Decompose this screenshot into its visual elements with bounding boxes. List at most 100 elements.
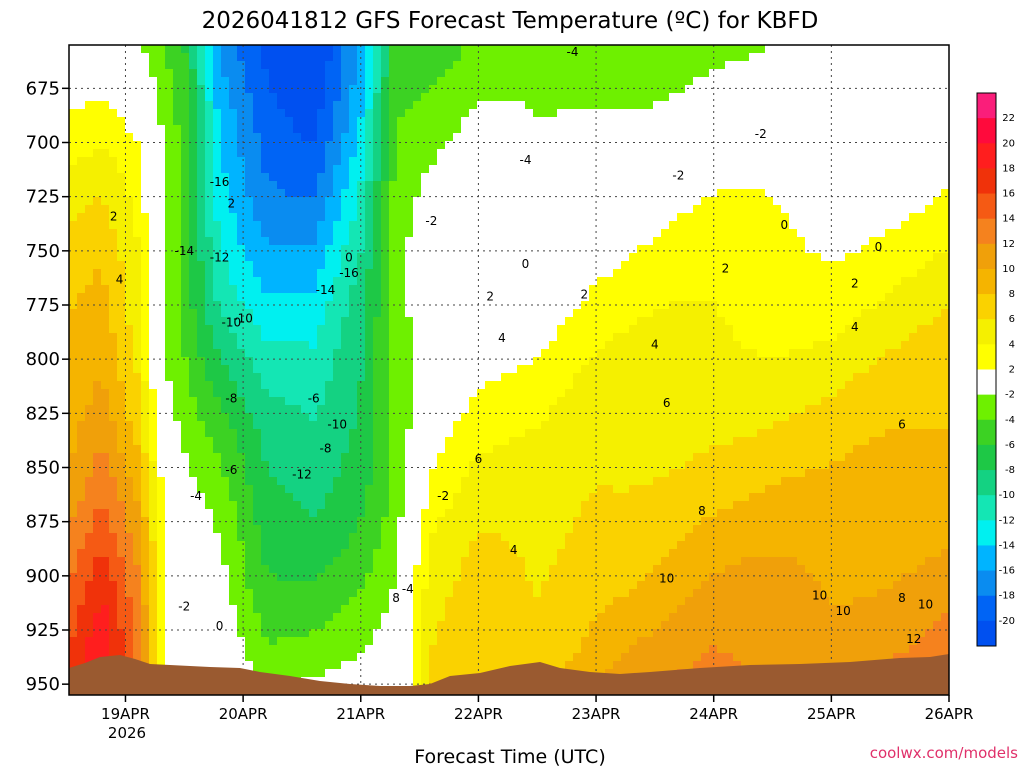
temperature-cell	[461, 269, 470, 278]
temperature-cell	[253, 261, 262, 270]
temperature-cell	[445, 429, 454, 438]
temperature-cell	[77, 197, 86, 206]
temperature-cell	[149, 581, 158, 590]
temperature-cell	[349, 133, 358, 142]
temperature-cell	[133, 109, 142, 118]
temperature-cell	[469, 453, 478, 462]
temperature-cell	[509, 613, 518, 622]
temperature-cell	[357, 525, 366, 534]
temperature-cell	[285, 477, 294, 486]
temperature-cell	[461, 549, 470, 558]
temperature-cell	[285, 141, 294, 150]
temperature-cell	[461, 429, 470, 438]
temperature-cell	[269, 53, 278, 62]
temperature-cell	[165, 573, 174, 582]
temperature-cell	[141, 133, 150, 142]
temperature-cell	[269, 573, 278, 582]
temperature-cell	[445, 157, 454, 166]
temperature-cell	[85, 565, 94, 574]
temperature-cell	[133, 45, 142, 54]
temperature-cell	[181, 613, 190, 622]
temperature-cell	[541, 525, 550, 534]
temperature-cell	[117, 93, 126, 102]
temperature-cell	[261, 637, 270, 646]
temperature-cell	[549, 597, 558, 606]
temperature-cell	[533, 85, 542, 94]
temperature-cell	[549, 133, 558, 142]
temperature-cell	[349, 181, 358, 190]
temperature-cell	[309, 157, 318, 166]
temperature-cell	[165, 349, 174, 358]
temperature-cell	[85, 45, 94, 54]
temperature-cell	[181, 469, 190, 478]
temperature-cell	[541, 285, 550, 294]
temperature-cell	[477, 317, 486, 326]
temperature-cell	[77, 509, 86, 518]
temperature-cell	[101, 453, 110, 462]
temperature-cell	[469, 501, 478, 510]
temperature-cell	[125, 461, 134, 470]
temperature-cell	[469, 349, 478, 358]
temperature-cell	[125, 349, 134, 358]
temperature-cell	[453, 53, 462, 62]
temperature-cell	[349, 557, 358, 566]
temperature-cell	[221, 477, 230, 486]
temperature-cell	[437, 221, 446, 230]
temperature-cell	[69, 597, 78, 606]
temperature-cell	[77, 525, 86, 534]
temperature-cell	[325, 133, 334, 142]
temperature-cell	[405, 253, 414, 262]
temperature-cell	[301, 149, 310, 158]
temperature-cell	[357, 429, 366, 438]
temperature-cell	[149, 325, 158, 334]
temperature-cell	[533, 61, 542, 70]
temperature-cell	[109, 197, 118, 206]
temperature-cell	[101, 469, 110, 478]
temperature-cell	[149, 397, 158, 406]
temperature-cell	[437, 365, 446, 374]
temperature-cell	[285, 77, 294, 86]
temperature-cell	[117, 549, 126, 558]
temperature-cell	[261, 197, 270, 206]
temperature-cell	[293, 293, 302, 302]
temperature-cell	[437, 637, 446, 646]
temperature-cell	[525, 109, 534, 118]
temperature-cell	[453, 301, 462, 310]
temperature-cell	[381, 341, 390, 350]
temperature-cell	[429, 677, 438, 686]
temperature-cell	[213, 149, 222, 158]
temperature-cell	[245, 205, 254, 214]
temperature-cell	[109, 61, 118, 70]
temperature-cell	[477, 253, 486, 262]
temperature-cell	[341, 181, 350, 190]
temperature-cell	[301, 93, 310, 102]
temperature-cell	[229, 381, 238, 390]
temperature-cell	[221, 541, 230, 550]
temperature-cell	[493, 53, 502, 62]
temperature-cell	[493, 253, 502, 262]
temperature-cell	[293, 605, 302, 614]
temperature-cell	[517, 93, 526, 102]
temperature-cell	[109, 365, 118, 374]
temperature-cell	[293, 237, 302, 246]
temperature-cell	[373, 653, 382, 662]
temperature-cell	[165, 101, 174, 110]
temperature-cell	[341, 389, 350, 398]
temperature-cell	[477, 333, 486, 342]
temperature-cell	[213, 621, 222, 630]
temperature-cell	[525, 245, 534, 254]
temperature-cell	[93, 213, 102, 222]
temperature-cell	[85, 101, 94, 110]
temperature-cell	[285, 485, 294, 494]
temperature-cell	[373, 397, 382, 406]
temperature-cell	[389, 197, 398, 206]
temperature-cell	[93, 541, 102, 550]
temperature-cell	[93, 605, 102, 614]
temperature-cell	[421, 93, 430, 102]
temperature-cell	[517, 605, 526, 614]
temperature-cell	[525, 77, 534, 86]
temperature-cell	[477, 573, 486, 582]
temperature-cell	[213, 653, 222, 662]
temperature-cell	[469, 341, 478, 350]
temperature-cell	[253, 629, 262, 638]
